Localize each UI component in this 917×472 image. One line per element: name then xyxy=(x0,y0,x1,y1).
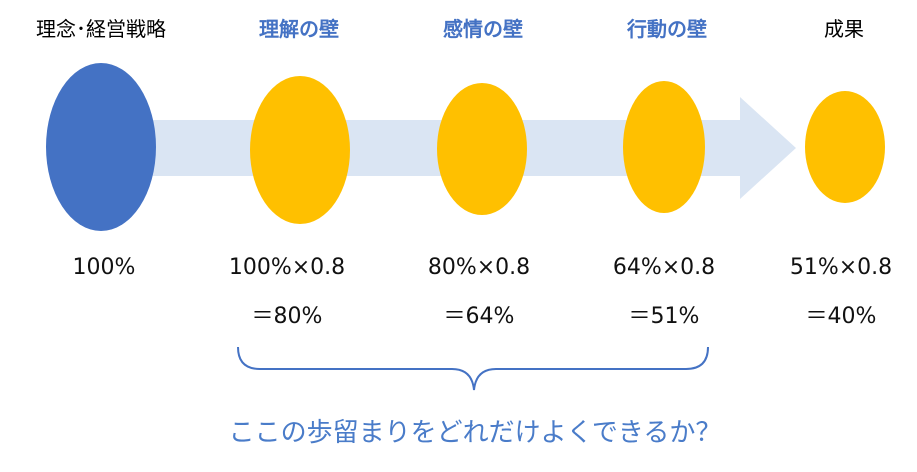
stage-title-action: 行動の壁 xyxy=(627,17,707,41)
stage-circle-action xyxy=(623,81,705,213)
result-circle xyxy=(805,91,885,203)
stage-title-result: 成果 xyxy=(824,17,864,41)
start-circle xyxy=(46,63,156,231)
calc-understanding-line2: ＝80% xyxy=(251,304,323,329)
stage-circle-emotion xyxy=(437,83,527,215)
stage-circle-understanding xyxy=(250,76,350,224)
calc-action-line2: ＝51% xyxy=(628,304,700,329)
calc-action-line1: 64%×0.8 xyxy=(612,255,716,280)
calc-emotion-line2: ＝64% xyxy=(443,304,515,329)
calc-understanding-line1: 100%×0.8 xyxy=(228,255,346,280)
stage-title-emotion: 感情の壁 xyxy=(443,17,523,41)
calc-result-line1: 51%×0.8 xyxy=(789,255,893,280)
calc-emotion-line1: 80%×0.8 xyxy=(427,255,531,280)
stage-title-understanding: 理解の壁 xyxy=(259,17,339,41)
bracket xyxy=(237,346,709,391)
question-text: ここの歩留まりをどれだけよくできるか？ xyxy=(228,418,722,448)
calc-start: 100% xyxy=(72,255,136,280)
stage-title-philosophy: 理念･経営戦略 xyxy=(36,17,166,41)
calc-result-line2: ＝40% xyxy=(805,304,877,329)
